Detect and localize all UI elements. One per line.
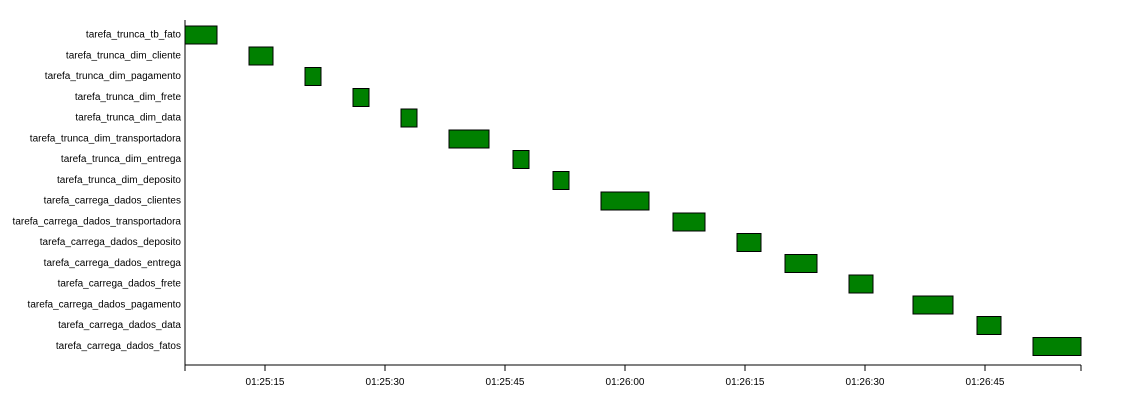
- x-tick-label: 01:25:15: [246, 377, 285, 388]
- task-bar-tarefa-trunca-tb-fato: [184, 25, 218, 45]
- task-bar-tarefa-carrega-dados-frete: [848, 274, 874, 294]
- task-label-tarefa-trunca-dim-deposito: tarefa_trunca_dim_deposito: [57, 175, 181, 186]
- task-bar-tarefa-trunca-dim-pagamento: [304, 67, 322, 86]
- task-label-tarefa-carrega-dados-deposito: tarefa_carrega_dados_deposito: [40, 237, 182, 248]
- task-label-tarefa-trunca-tb-fato: tarefa_trunca_tb_fato: [86, 30, 182, 41]
- task-bar-tarefa-trunca-dim-transportadora: [448, 129, 490, 149]
- x-tick-label: 01:25:45: [486, 377, 525, 388]
- task-label-tarefa-carrega-dados-fatos: tarefa_carrega_dados_fatos: [56, 341, 181, 352]
- task-bar-tarefa-carrega-dados-deposito: [736, 233, 762, 252]
- task-label-tarefa-carrega-dados-clientes: tarefa_carrega_dados_clientes: [44, 196, 181, 207]
- task-label-tarefa-trunca-dim-transportadora: tarefa_trunca_dim_transportadora: [30, 133, 182, 144]
- x-tick-label: 01:26:30: [846, 377, 885, 388]
- task-bar-tarefa-carrega-dados-data: [976, 316, 1002, 335]
- task-bar-tarefa-carrega-dados-entrega: [784, 253, 818, 273]
- task-label-tarefa-carrega-dados-transportadora: tarefa_carrega_dados_transportadora: [13, 216, 182, 227]
- task-label-tarefa-trunca-dim-entrega: tarefa_trunca_dim_entrega: [61, 154, 182, 165]
- task-label-tarefa-carrega-dados-data: tarefa_carrega_dados_data: [58, 320, 181, 331]
- task-bar-tarefa-trunca-dim-frete: [352, 87, 370, 107]
- task-bar-tarefa-trunca-dim-entrega: [512, 150, 530, 169]
- x-tick-label: 01:25:30: [366, 377, 405, 388]
- task-bar-tarefa-trunca-dim-data: [400, 108, 418, 128]
- x-tick-label: 01:26:45: [966, 377, 1005, 388]
- task-bar-tarefa-carrega-dados-clientes: [600, 191, 650, 211]
- task-bar-tarefa-trunca-dim-deposito: [552, 170, 570, 190]
- task-label-tarefa-carrega-dados-entrega: tarefa_carrega_dados_entrega: [44, 258, 182, 269]
- task-bar-tarefa-carrega-dados-pagamento: [912, 295, 954, 315]
- task-labels: tarefa_trunca_tb_fato tarefa_trunca_dim_c…: [13, 30, 182, 352]
- task-label-tarefa-trunca-dim-data: tarefa_trunca_dim_data: [75, 113, 181, 124]
- task-bar-tarefa-carrega-dados-transportadora: [672, 212, 706, 232]
- x-tick-label: 01:26:15: [726, 377, 765, 388]
- task-label-tarefa-trunca-dim-frete: tarefa_trunca_dim_frete: [75, 92, 182, 103]
- task-bar-tarefa-trunca-dim-cliente: [248, 46, 274, 66]
- task-label-tarefa-trunca-dim-cliente: tarefa_trunca_dim_cliente: [66, 50, 182, 61]
- task-label-tarefa-carrega-dados-pagamento: tarefa_carrega_dados_pagamento: [28, 299, 182, 310]
- task-label-tarefa-trunca-dim-pagamento: tarefa_trunca_dim_pagamento: [45, 71, 182, 82]
- x-tick-label: 01:26:00: [606, 377, 645, 388]
- task-bars: [184, 25, 1082, 356]
- task-bar-tarefa-carrega-dados-fatos: [1032, 336, 1082, 356]
- x-axis: 01:25:15 01:25:30 01:25:45 01:26:00 01:26:15…: [184, 20, 1082, 388]
- task-label-tarefa-carrega-dados-frete: tarefa_carrega_dados_frete: [58, 279, 182, 290]
